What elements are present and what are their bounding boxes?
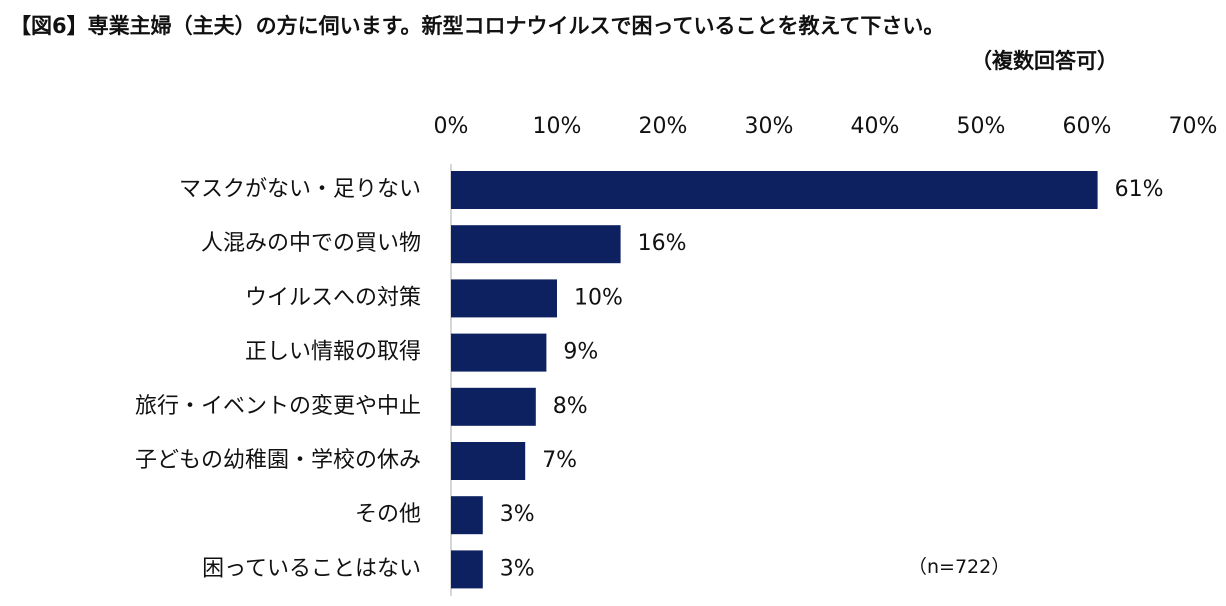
category-label: ウイルスへの対策 bbox=[245, 285, 421, 310]
x-axis-ticks: 0% 10% 20% 30% 40% 50% 60% 70% bbox=[434, 114, 1218, 139]
bar bbox=[451, 279, 557, 318]
data-label: 7% bbox=[542, 448, 577, 473]
x-tick-label: 60% bbox=[1063, 114, 1112, 139]
category-label: マスクがない・足りない bbox=[179, 177, 421, 202]
x-tick-label: 10% bbox=[533, 114, 582, 139]
x-tick-label: 0% bbox=[434, 114, 469, 139]
x-tick-label: 40% bbox=[851, 114, 900, 139]
category-label: 子どもの幼稚園・学校の休み bbox=[135, 448, 421, 473]
data-label: 10% bbox=[574, 285, 623, 310]
data-label: 61% bbox=[1115, 177, 1164, 202]
data-label: 3% bbox=[500, 502, 535, 527]
data-label: 3% bbox=[500, 556, 535, 581]
sample-size-note: （n=722） bbox=[908, 556, 1011, 578]
category-label: 旅行・イベントの変更や中止 bbox=[135, 394, 421, 419]
bar bbox=[451, 225, 621, 264]
x-tick-label: 70% bbox=[1169, 114, 1218, 139]
x-tick-label: 30% bbox=[745, 114, 794, 139]
x-tick-label: 50% bbox=[957, 114, 1006, 139]
chart-subtitle: （複数回答可） bbox=[971, 49, 1118, 73]
bar bbox=[451, 171, 1098, 209]
data-label: 9% bbox=[563, 340, 598, 365]
bar bbox=[451, 333, 547, 372]
data-label: 16% bbox=[638, 231, 687, 256]
bar bbox=[451, 550, 483, 589]
bar bbox=[451, 496, 483, 535]
x-tick-label: 20% bbox=[639, 114, 688, 139]
bar bbox=[451, 442, 526, 480]
bars bbox=[451, 171, 1098, 589]
bar bbox=[451, 387, 536, 426]
data-labels: 61% 16% 10% 9% 8% 7% 3% 3% bbox=[500, 177, 1164, 581]
category-label: 人混みの中での買い物 bbox=[201, 231, 421, 256]
chart-title: 【図6】専業主婦（主夫）の方に伺います。新型コロナウイルスで困っていることを教え… bbox=[10, 14, 945, 38]
category-label: その他 bbox=[355, 502, 421, 527]
data-label: 8% bbox=[553, 394, 588, 419]
category-labels: マスクがない・足りない人混みの中での買い物ウイルスへの対策正しい情報の取得旅行・… bbox=[135, 177, 421, 581]
category-label: 困っていることはない bbox=[202, 556, 421, 581]
category-label: 正しい情報の取得 bbox=[245, 340, 421, 365]
